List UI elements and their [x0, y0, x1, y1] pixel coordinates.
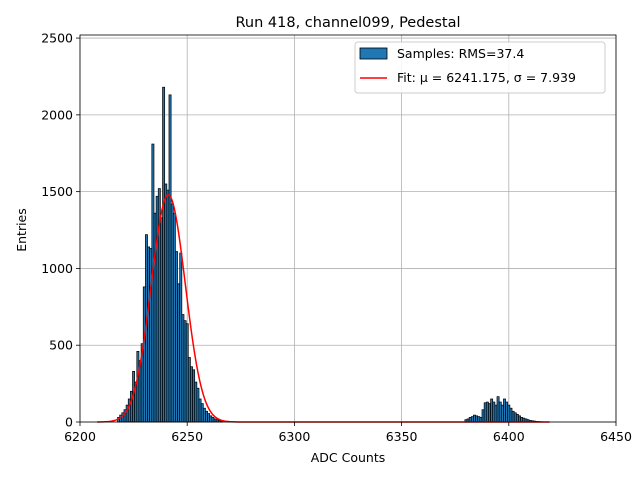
x-tick-label: 6350: [386, 429, 418, 444]
legend: Samples: RMS=37.4 Fit: μ = 6241.175, σ =…: [355, 42, 605, 93]
y-tick-label: 2000: [41, 107, 73, 122]
y-axis-label: Entries: [14, 208, 29, 252]
chart-title: Run 418, channel099, Pedestal: [235, 15, 460, 31]
legend-fit-label: Fit: μ = 6241.175, σ = 7.939: [397, 70, 576, 85]
legend-samples-swatch: [360, 48, 387, 59]
legend-samples-label: Samples: RMS=37.4: [397, 46, 524, 61]
x-tick-label: 6400: [493, 429, 525, 444]
y-tick-label: 1500: [41, 184, 73, 199]
y-tick-label: 500: [49, 338, 73, 353]
y-tick-label: 2500: [41, 31, 73, 46]
x-tick-label: 6200: [64, 429, 96, 444]
x-tick-label: 6250: [171, 429, 203, 444]
y-tick-label: 1000: [41, 261, 73, 276]
x-tick-label: 6450: [600, 429, 632, 444]
x-axis-label: ADC Counts: [311, 450, 386, 465]
x-tick-label: 6300: [278, 429, 310, 444]
y-tick-label: 0: [65, 415, 73, 430]
